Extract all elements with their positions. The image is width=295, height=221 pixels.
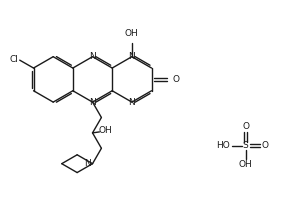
- Text: Cl: Cl: [9, 55, 18, 64]
- Text: N: N: [84, 159, 91, 168]
- Text: OH: OH: [125, 29, 139, 38]
- Text: S: S: [243, 141, 249, 150]
- Text: N: N: [129, 52, 135, 61]
- Text: N: N: [89, 52, 96, 61]
- Text: N: N: [89, 98, 96, 107]
- Text: O: O: [172, 75, 179, 84]
- Text: O: O: [261, 141, 268, 150]
- Text: HO: HO: [216, 141, 230, 150]
- Text: OH: OH: [99, 126, 112, 135]
- Text: OH: OH: [239, 160, 253, 169]
- Text: O: O: [242, 122, 249, 131]
- Text: N: N: [129, 98, 135, 107]
